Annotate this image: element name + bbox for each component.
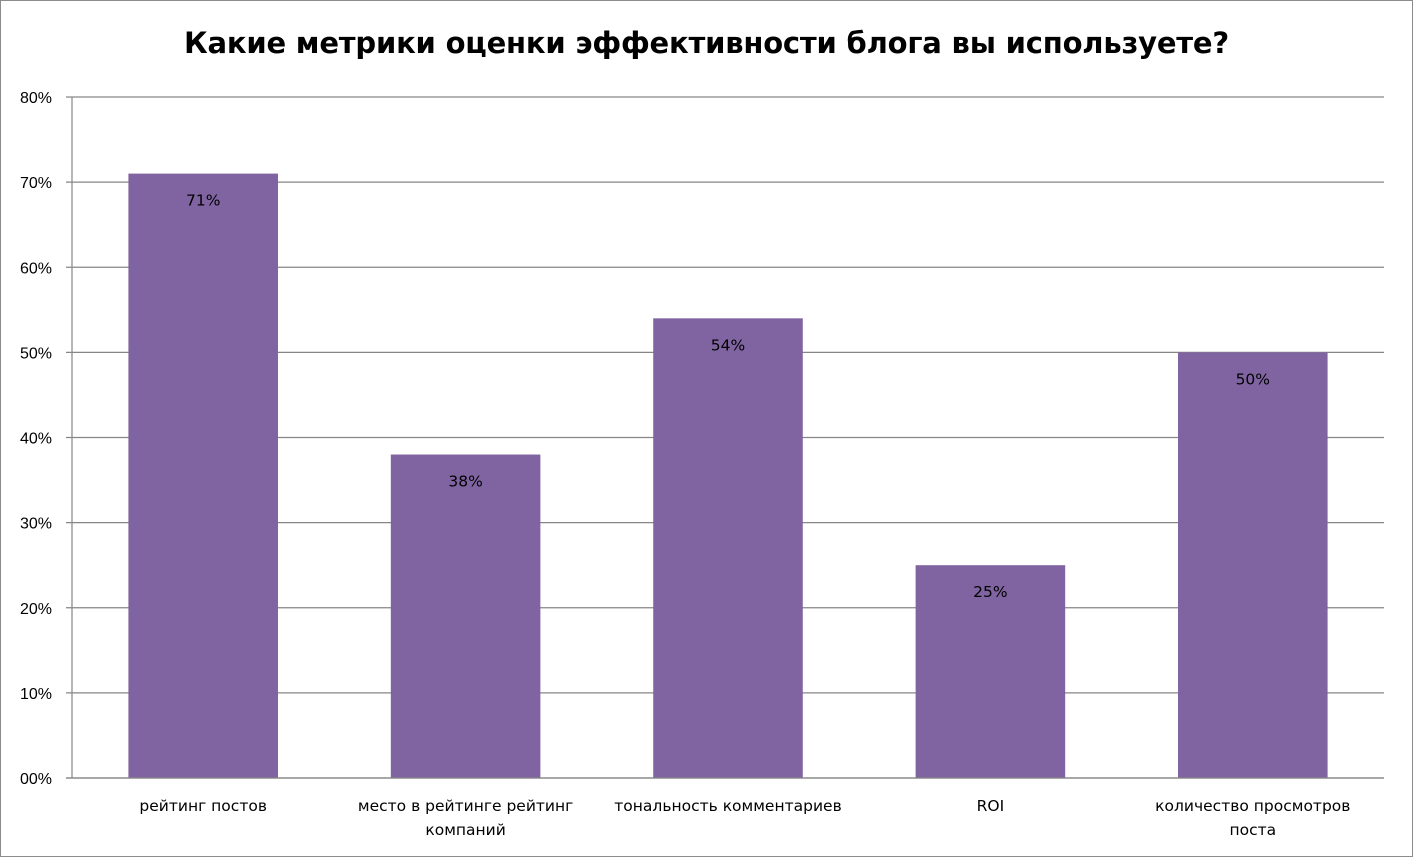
chart-title: Какие метрики оценки эффективности блога… — [183, 26, 1230, 60]
bars — [128, 173, 1328, 779]
x-tick-label-line: компаний — [425, 821, 505, 839]
x-tick-label-line: поста — [1229, 821, 1276, 839]
data-label: 38% — [448, 473, 482, 491]
x-tick-label-line: место в рейтинге рейтинг — [358, 797, 573, 815]
y-tick-label: 70% — [20, 175, 52, 192]
x-tick-label-line: ROI — [977, 797, 1005, 815]
y-tick-label: 20% — [20, 601, 52, 618]
bar — [1178, 352, 1328, 778]
x-tick-label: количество просмотров поста — [1155, 797, 1350, 839]
x-tick-label-line: тональность комментариев — [614, 797, 841, 815]
data-label: 25% — [973, 583, 1007, 601]
x-tick-label: тональность комментариев — [614, 797, 841, 815]
y-tick-label: 00% — [20, 771, 52, 788]
data-label: 71% — [186, 192, 220, 210]
x-tick-label-line: количество просмотров — [1155, 797, 1350, 815]
y-tick-label: 80% — [20, 90, 52, 107]
x-tick-label: ROI — [977, 797, 1005, 815]
y-tick-label: 50% — [20, 345, 52, 362]
y-tick-label: 60% — [20, 260, 52, 277]
bar — [128, 173, 278, 779]
data-labels: 71% 38% 54% 25% 50% — [186, 192, 1270, 602]
y-tick-label: 40% — [20, 431, 52, 448]
bar — [390, 454, 541, 778]
x-axis: рейтинг постов место в рейтинге рейтинг ко… — [66, 777, 1384, 839]
x-tick-label: рейтинг постов — [139, 797, 267, 815]
bar — [653, 318, 803, 778]
y-tick-label: 10% — [20, 686, 52, 703]
y-tick-label: 30% — [20, 516, 52, 533]
x-tick-label-line: рейтинг постов — [139, 797, 267, 815]
bar — [915, 565, 1066, 778]
y-axis: 00% 10% 20% 30% 40% 50% 60% 70% 80% — [20, 90, 73, 788]
data-label: 54% — [711, 336, 745, 354]
data-label: 50% — [1236, 370, 1270, 388]
x-tick-label: место в рейтинге рейтинг компаний — [358, 797, 573, 839]
